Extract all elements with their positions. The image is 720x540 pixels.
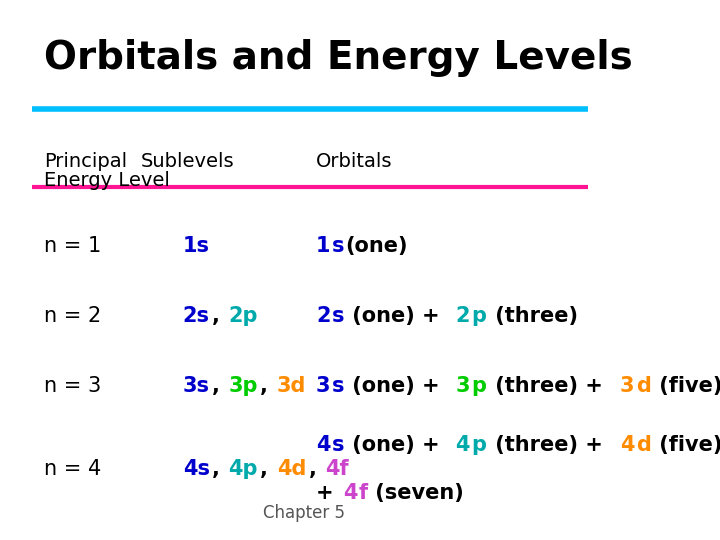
- Text: 4: 4: [316, 435, 330, 455]
- Text: 4p: 4p: [228, 459, 258, 479]
- Text: ,: ,: [309, 459, 324, 479]
- Text: ,: ,: [212, 459, 228, 479]
- Text: 3d: 3d: [277, 375, 306, 395]
- Text: 3: 3: [620, 375, 634, 395]
- Text: 4f: 4f: [325, 459, 348, 479]
- Text: (five): (five): [652, 375, 720, 395]
- Text: (five): (five): [652, 435, 720, 455]
- Text: +: +: [316, 483, 341, 503]
- Text: (three) +: (three) +: [487, 435, 610, 455]
- Text: (three): (three): [487, 306, 577, 326]
- Text: (one) +: (one) +: [345, 435, 447, 455]
- Text: 3s: 3s: [183, 375, 210, 395]
- Text: 3: 3: [316, 375, 330, 395]
- Text: n = 3: n = 3: [44, 375, 101, 395]
- Text: d: d: [636, 375, 650, 395]
- Text: p: p: [472, 306, 486, 326]
- Text: 2p: 2p: [228, 306, 258, 326]
- Text: (three) +: (three) +: [487, 375, 610, 395]
- Text: Principal: Principal: [44, 152, 127, 171]
- Text: ,: ,: [261, 375, 276, 395]
- Text: 3: 3: [456, 375, 470, 395]
- Text: Energy Level: Energy Level: [44, 171, 170, 190]
- Text: ,: ,: [261, 459, 276, 479]
- Text: 4s: 4s: [183, 459, 210, 479]
- Text: n = 2: n = 2: [44, 306, 101, 326]
- Text: n = 4: n = 4: [44, 459, 101, 479]
- Text: Orbitals: Orbitals: [316, 152, 392, 171]
- Text: ,: ,: [212, 306, 228, 326]
- Text: f: f: [359, 483, 368, 503]
- Text: 4: 4: [456, 435, 470, 455]
- Text: p: p: [472, 375, 486, 395]
- Text: (one): (one): [345, 236, 408, 256]
- Text: 2: 2: [456, 306, 470, 326]
- Text: 4: 4: [343, 483, 357, 503]
- Text: (seven): (seven): [369, 483, 464, 503]
- Text: s: s: [332, 375, 344, 395]
- Text: Sublevels: Sublevels: [140, 152, 234, 171]
- Text: (one) +: (one) +: [345, 375, 447, 395]
- Text: ,: ,: [212, 375, 228, 395]
- Text: 2s: 2s: [183, 306, 210, 326]
- Text: 4: 4: [620, 435, 634, 455]
- Text: 2: 2: [316, 306, 330, 326]
- Text: p: p: [472, 435, 486, 455]
- Text: 4d: 4d: [277, 459, 306, 479]
- Text: s: s: [332, 435, 344, 455]
- Text: (one) +: (one) +: [345, 306, 447, 326]
- Text: s: s: [332, 236, 344, 256]
- Text: Orbitals and Energy Levels: Orbitals and Energy Levels: [44, 39, 632, 77]
- Text: n = 1: n = 1: [44, 236, 101, 256]
- Text: 1: 1: [316, 236, 330, 256]
- Text: 1s: 1s: [183, 236, 210, 256]
- Text: s: s: [332, 306, 344, 326]
- Text: Chapter 5: Chapter 5: [263, 504, 345, 523]
- Text: 3p: 3p: [228, 375, 258, 395]
- Text: d: d: [636, 435, 650, 455]
